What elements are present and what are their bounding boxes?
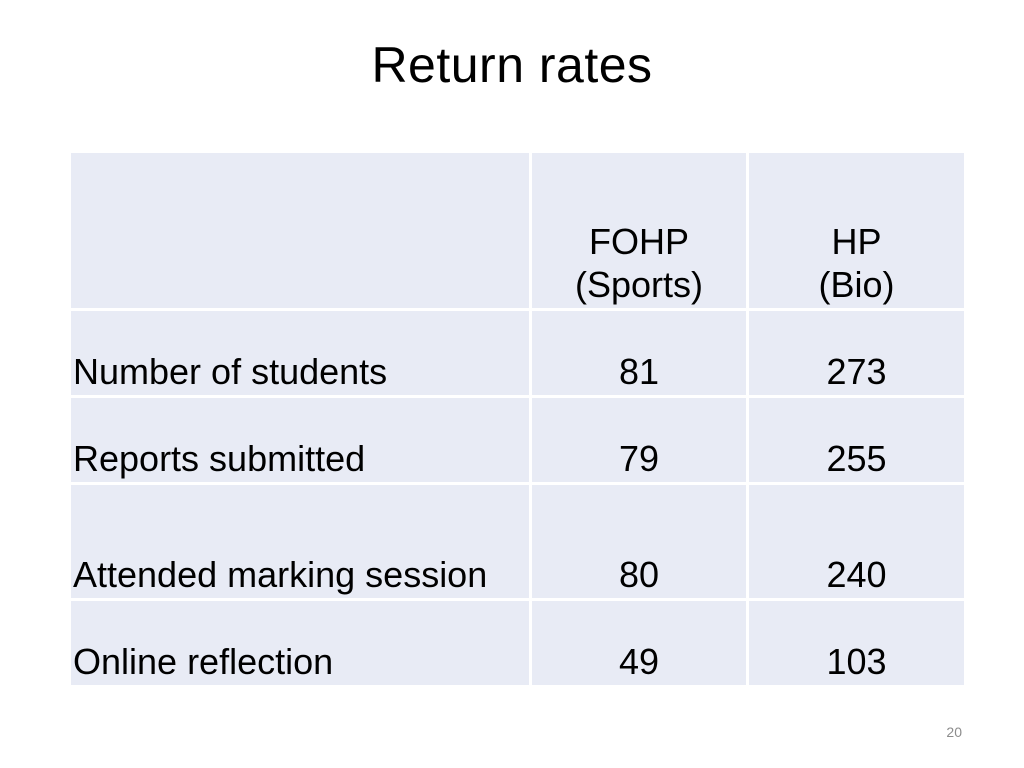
cell-value: 103 <box>746 598 967 688</box>
column-header-fohp: FOHP (Sports) <box>529 150 749 311</box>
page-number: 20 <box>946 724 962 740</box>
column-header-hp: HP (Bio) <box>746 150 967 311</box>
column-header-line2: (Bio) <box>818 264 895 305</box>
cell-value: 79 <box>529 395 749 485</box>
slide-title: Return rates <box>371 37 653 93</box>
table-row: Online reflection 49 103 <box>68 598 967 688</box>
column-header-line1: FOHP <box>588 221 689 262</box>
column-header-line1: HP <box>831 221 882 262</box>
row-label: Number of students <box>68 308 532 398</box>
row-label: Reports submitted <box>68 395 532 485</box>
row-label: Online reflection <box>68 598 532 688</box>
table-header-row: FOHP (Sports) HP (Bio) <box>68 150 967 311</box>
cell-value: 240 <box>746 482 967 601</box>
table-row: Attended marking session 80 240 <box>68 482 967 601</box>
column-header-line2: (Sports) <box>574 264 704 305</box>
cell-value: 80 <box>529 482 749 601</box>
cell-value: 49 <box>529 598 749 688</box>
cell-value: 81 <box>529 308 749 398</box>
cell-value: 255 <box>746 395 967 485</box>
row-label: Attended marking session <box>68 482 532 601</box>
return-rates-table: FOHP (Sports) HP (Bio) Number of student… <box>68 150 967 688</box>
cell-value: 273 <box>746 308 967 398</box>
table-row: Number of students 81 273 <box>68 308 967 398</box>
table-row: Reports submitted 79 255 <box>68 395 967 485</box>
table-corner-cell <box>68 150 532 311</box>
